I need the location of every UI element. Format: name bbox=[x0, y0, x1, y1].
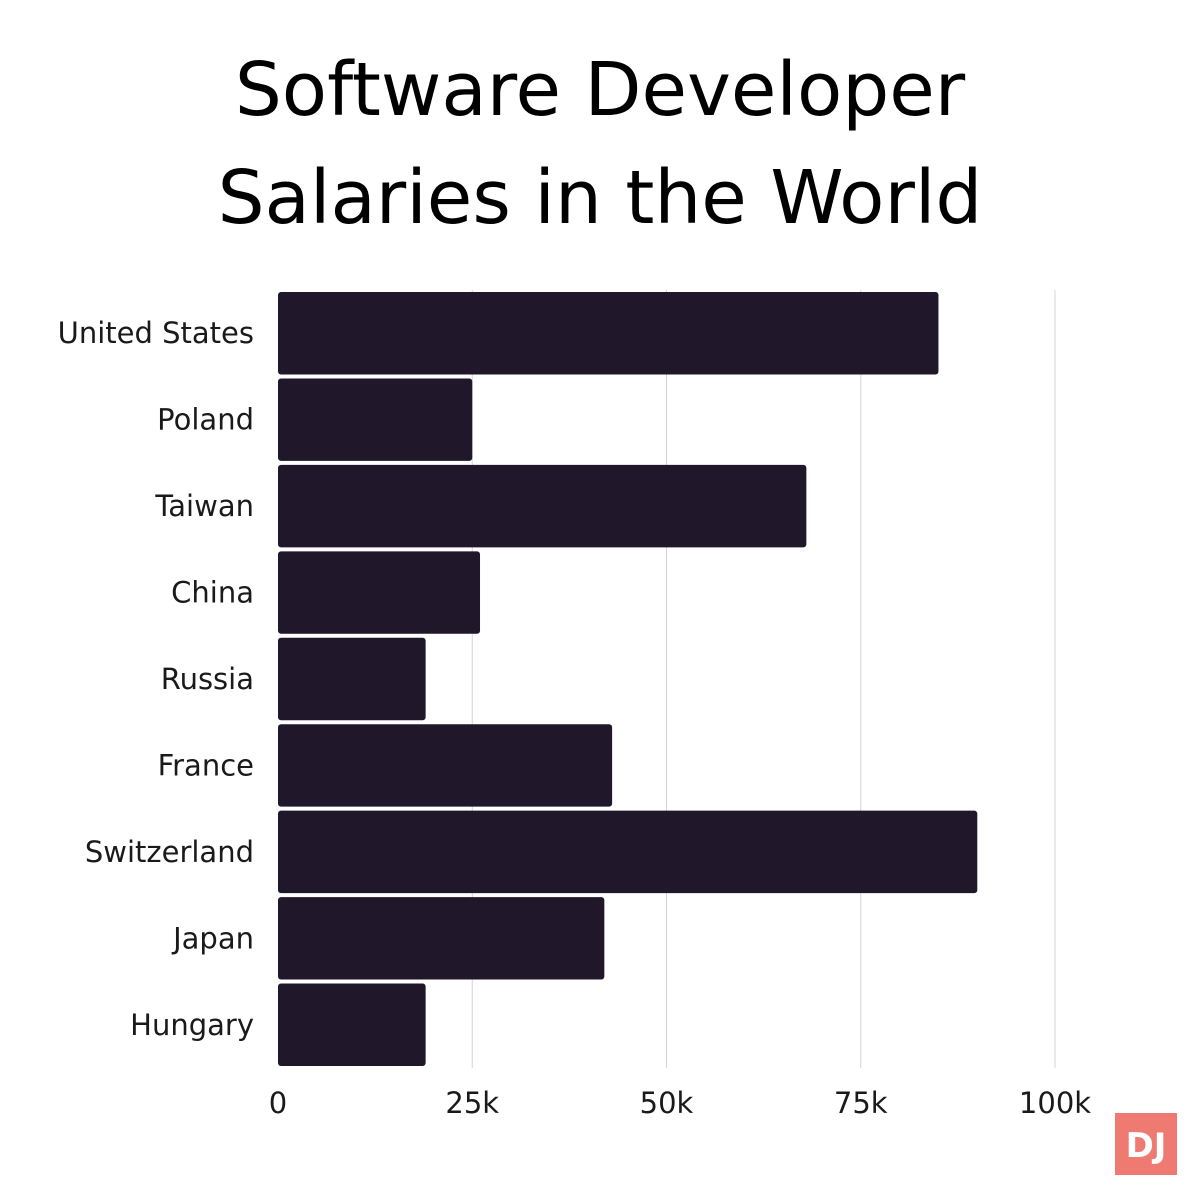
bars bbox=[278, 292, 978, 1066]
category-label: Taiwan bbox=[154, 489, 254, 523]
category-label: Switzerland bbox=[85, 835, 254, 869]
logo-text: DJ bbox=[1126, 1126, 1167, 1166]
x-tick-label: 100k bbox=[1019, 1086, 1091, 1120]
x-tick-labels: 0 25k 50k 75k 100k bbox=[269, 1086, 1092, 1120]
bar bbox=[278, 983, 426, 1066]
category-label: China bbox=[171, 576, 254, 610]
bar bbox=[278, 897, 605, 980]
category-label: Japan bbox=[171, 921, 254, 955]
category-label: Hungary bbox=[130, 1008, 254, 1042]
category-label: France bbox=[158, 748, 254, 782]
x-tick-label: 0 bbox=[269, 1086, 287, 1120]
category-label: Russia bbox=[161, 662, 254, 696]
dj-logo: DJ bbox=[1115, 1113, 1177, 1175]
bar bbox=[278, 724, 613, 807]
bar bbox=[278, 551, 481, 634]
category-label: Poland bbox=[157, 403, 254, 437]
category-labels: United States Poland Taiwan China Russia Fran… bbox=[58, 316, 254, 1042]
chart-title-line-1: Software Developer bbox=[235, 47, 966, 133]
chart-title-line-2: Salaries in the World bbox=[218, 155, 983, 241]
bar bbox=[278, 637, 426, 721]
x-tick-label: 50k bbox=[640, 1086, 694, 1120]
bar bbox=[278, 378, 473, 461]
x-tick-label: 25k bbox=[445, 1086, 499, 1120]
category-label: United States bbox=[58, 316, 254, 350]
bar bbox=[278, 464, 807, 548]
x-tick-label: 75k bbox=[834, 1086, 888, 1120]
bar bbox=[278, 810, 978, 894]
bar bbox=[278, 292, 939, 375]
